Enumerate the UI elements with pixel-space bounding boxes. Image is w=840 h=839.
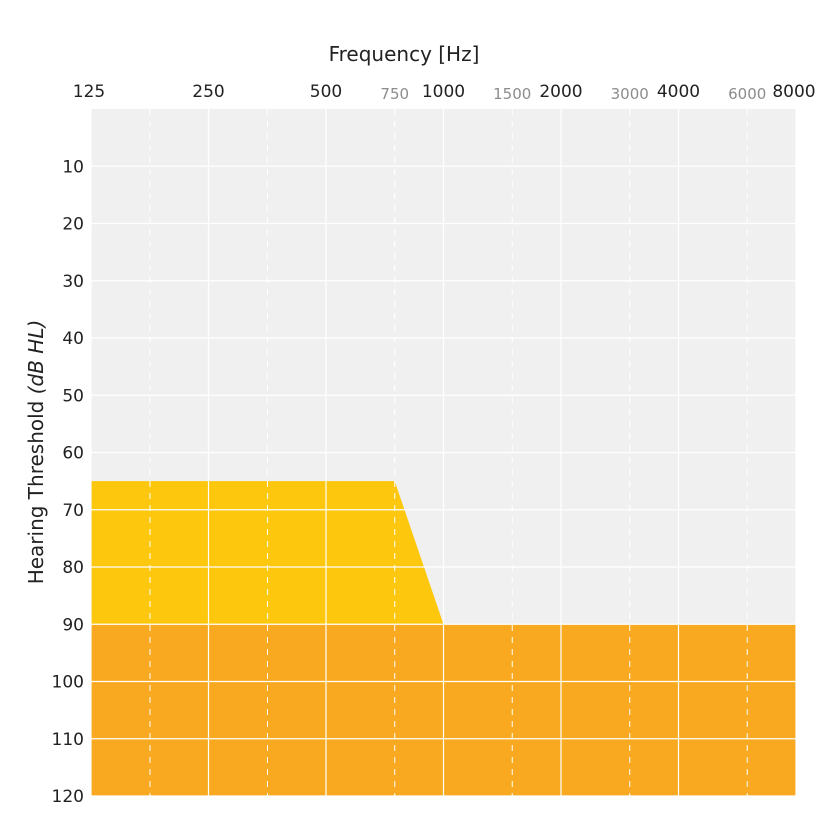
x-tick-label-minor-3000: 3000 — [611, 85, 649, 103]
x-tick-label-minor-6000: 6000 — [728, 85, 766, 103]
y-tick-label-30: 30 — [62, 272, 84, 292]
x-tick-label-minor-750: 750 — [380, 85, 409, 103]
x-axis-title: Frequency [Hz] — [329, 42, 480, 66]
y-axis-title: Hearing Threshold (dB HL) — [24, 320, 48, 585]
y-tick-label-20: 20 — [62, 215, 84, 235]
y-tick-label-100: 100 — [52, 673, 84, 693]
x-tick-label-125: 125 — [73, 82, 105, 102]
x-tick-label-4000: 4000 — [657, 82, 700, 102]
y-tick-label-110: 110 — [52, 730, 84, 750]
y-axis-title-unit: (dB HL) — [24, 320, 48, 395]
x-tick-label-8000: 8000 — [772, 82, 815, 102]
y-tick-label-90: 90 — [62, 615, 84, 635]
y-tick-label-40: 40 — [62, 329, 84, 349]
y-tick-label-80: 80 — [62, 558, 84, 578]
x-tick-label-1000: 1000 — [422, 82, 465, 102]
y-tick-label-60: 60 — [62, 444, 84, 464]
y-tick-label-70: 70 — [62, 501, 84, 521]
x-tick-label-minor-1500: 1500 — [493, 85, 531, 103]
grid-layer — [90, 109, 797, 797]
x-tick-labels: 125 250 500 1000 2000 4000 8000 750 1500 3000 6000 — [73, 82, 816, 103]
y-tick-label-10: 10 — [62, 157, 84, 177]
y-tick-label-120: 120 — [52, 787, 84, 807]
y-tick-labels: 10 20 30 40 50 60 70 80 90 100 110 120 — [52, 157, 84, 807]
x-tick-label-250: 250 — [192, 82, 224, 102]
y-tick-label-50: 50 — [62, 386, 84, 406]
y-axis-title-main: Hearing Threshold — [24, 401, 48, 585]
x-tick-label-2000: 2000 — [539, 82, 582, 102]
x-tick-label-500: 500 — [310, 82, 342, 102]
